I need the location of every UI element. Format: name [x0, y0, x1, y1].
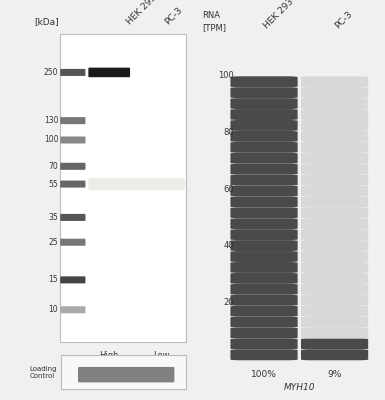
FancyBboxPatch shape	[89, 68, 130, 77]
FancyBboxPatch shape	[60, 306, 85, 313]
FancyBboxPatch shape	[231, 306, 298, 316]
Text: 55: 55	[49, 180, 58, 188]
FancyBboxPatch shape	[60, 239, 85, 246]
Text: 15: 15	[49, 275, 58, 284]
FancyBboxPatch shape	[231, 153, 298, 164]
FancyBboxPatch shape	[301, 338, 368, 349]
FancyBboxPatch shape	[231, 284, 298, 295]
FancyBboxPatch shape	[60, 180, 85, 188]
Text: 100%: 100%	[251, 370, 277, 379]
Text: PC-3: PC-3	[163, 6, 184, 26]
Text: 100: 100	[218, 71, 234, 80]
FancyBboxPatch shape	[60, 214, 85, 221]
FancyBboxPatch shape	[231, 229, 298, 240]
FancyBboxPatch shape	[301, 164, 368, 174]
Text: 80: 80	[223, 128, 234, 137]
FancyBboxPatch shape	[231, 328, 298, 338]
FancyBboxPatch shape	[301, 76, 368, 87]
FancyBboxPatch shape	[60, 69, 85, 76]
Text: 60: 60	[223, 185, 234, 194]
FancyBboxPatch shape	[231, 174, 298, 186]
FancyBboxPatch shape	[301, 174, 368, 186]
FancyBboxPatch shape	[301, 349, 368, 360]
FancyBboxPatch shape	[301, 131, 368, 142]
FancyBboxPatch shape	[231, 349, 298, 360]
FancyBboxPatch shape	[231, 338, 298, 349]
FancyBboxPatch shape	[301, 262, 368, 273]
FancyBboxPatch shape	[231, 196, 298, 207]
FancyBboxPatch shape	[301, 273, 368, 284]
FancyBboxPatch shape	[60, 117, 85, 124]
FancyBboxPatch shape	[231, 98, 298, 109]
FancyBboxPatch shape	[231, 164, 298, 174]
Text: 9%: 9%	[327, 370, 342, 379]
FancyBboxPatch shape	[301, 142, 368, 153]
FancyBboxPatch shape	[231, 109, 298, 120]
Text: RNA: RNA	[202, 10, 220, 20]
Text: HEK 293: HEK 293	[262, 0, 296, 30]
Text: HEK 293: HEK 293	[125, 0, 158, 26]
FancyBboxPatch shape	[231, 251, 298, 262]
FancyBboxPatch shape	[301, 229, 368, 240]
FancyBboxPatch shape	[301, 295, 368, 306]
Text: MYH10: MYH10	[284, 383, 315, 392]
FancyBboxPatch shape	[301, 153, 368, 164]
FancyBboxPatch shape	[60, 276, 85, 284]
FancyBboxPatch shape	[78, 367, 174, 382]
Text: 25: 25	[49, 238, 58, 247]
FancyBboxPatch shape	[89, 178, 185, 190]
FancyBboxPatch shape	[301, 306, 368, 316]
FancyBboxPatch shape	[301, 186, 368, 196]
FancyBboxPatch shape	[231, 273, 298, 284]
FancyBboxPatch shape	[301, 87, 368, 98]
Bar	[61, 355, 186, 389]
FancyBboxPatch shape	[301, 328, 368, 338]
FancyBboxPatch shape	[301, 109, 368, 120]
FancyBboxPatch shape	[231, 120, 298, 131]
FancyBboxPatch shape	[301, 316, 368, 328]
Text: PC-3: PC-3	[333, 9, 354, 30]
FancyBboxPatch shape	[301, 207, 368, 218]
FancyBboxPatch shape	[60, 136, 85, 144]
FancyBboxPatch shape	[231, 207, 298, 218]
FancyBboxPatch shape	[301, 196, 368, 207]
FancyBboxPatch shape	[301, 240, 368, 251]
FancyBboxPatch shape	[231, 131, 298, 142]
FancyBboxPatch shape	[231, 295, 298, 306]
Text: High: High	[99, 351, 119, 360]
Text: 70: 70	[49, 162, 58, 171]
FancyBboxPatch shape	[231, 262, 298, 273]
FancyBboxPatch shape	[231, 316, 298, 328]
FancyBboxPatch shape	[231, 186, 298, 196]
Text: 20: 20	[223, 298, 234, 307]
FancyBboxPatch shape	[231, 240, 298, 251]
Text: Loading
Control: Loading Control	[29, 366, 57, 378]
FancyBboxPatch shape	[301, 218, 368, 229]
FancyBboxPatch shape	[231, 142, 298, 153]
Text: 10: 10	[49, 305, 58, 314]
FancyBboxPatch shape	[301, 98, 368, 109]
FancyBboxPatch shape	[301, 120, 368, 131]
FancyBboxPatch shape	[60, 163, 85, 170]
Text: 100: 100	[44, 136, 58, 144]
Text: Low: Low	[154, 351, 170, 360]
FancyBboxPatch shape	[231, 218, 298, 229]
FancyBboxPatch shape	[231, 76, 298, 87]
Text: 130: 130	[44, 116, 58, 125]
Bar	[60, 34, 186, 342]
FancyBboxPatch shape	[231, 87, 298, 98]
Text: [kDa]: [kDa]	[34, 17, 59, 26]
Text: [TPM]: [TPM]	[202, 24, 226, 32]
Text: 40: 40	[223, 242, 234, 250]
FancyBboxPatch shape	[301, 251, 368, 262]
Text: 250: 250	[44, 68, 58, 77]
Text: 35: 35	[49, 213, 58, 222]
FancyBboxPatch shape	[301, 284, 368, 295]
